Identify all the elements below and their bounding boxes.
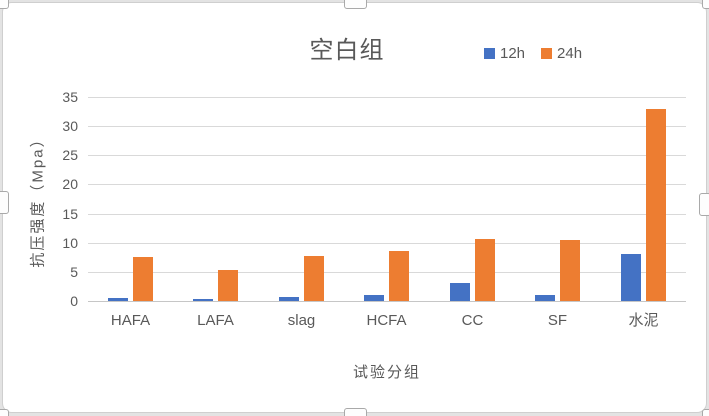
bar-24h-HAFA[interactable] — [133, 257, 153, 301]
resize-handle-left[interactable] — [0, 191, 9, 214]
bar-12h-SF[interactable] — [535, 295, 555, 301]
x-category-label: LAFA — [197, 312, 234, 329]
bar-12h-水泥[interactable] — [621, 254, 641, 301]
x-category-label: HAFA — [110, 312, 151, 329]
bar-12h-HCFA[interactable] — [364, 295, 384, 301]
y-tick-label: 5 — [70, 264, 78, 280]
bar-12h-slag[interactable] — [279, 296, 299, 301]
legend-item-24h[interactable]: 24h — [541, 45, 582, 62]
resize-handle-right[interactable] — [699, 193, 709, 216]
y-tick-label: 10 — [62, 235, 78, 251]
x-category-label: CC — [461, 312, 484, 329]
gridline — [88, 243, 686, 244]
x-category-label: SF — [547, 312, 568, 329]
y-tick-label: 30 — [62, 118, 78, 134]
chart-title[interactable]: 空白组 — [309, 37, 385, 64]
gridline — [88, 97, 686, 98]
bar-12h-CC[interactable] — [450, 282, 470, 301]
bar-24h-LAFA[interactable] — [218, 270, 238, 301]
legend-swatch-12h-icon — [484, 48, 495, 59]
resize-handle-bottom[interactable] — [344, 408, 367, 416]
resize-handle-top-left[interactable] — [0, 0, 9, 9]
y-tick-label: 0 — [70, 293, 78, 309]
bar-24h-slag[interactable] — [304, 255, 324, 301]
legend-label-12h: 12h — [500, 45, 526, 62]
resize-handle-bottom-right[interactable] — [702, 409, 709, 416]
plot-area[interactable] — [88, 97, 686, 302]
x-category-label: HCFA — [366, 312, 407, 329]
resize-handle-top[interactable] — [344, 0, 367, 9]
bar-24h-SF[interactable] — [560, 240, 580, 301]
legend-swatch-24h-icon — [541, 48, 553, 59]
legend-label-24h: 24h — [557, 45, 583, 62]
x-axis-labels: HAFA LAFA slag HCFA CC SF 水泥 — [88, 311, 686, 331]
x-category-label: slag — [287, 312, 316, 329]
y-tick-label: 35 — [62, 89, 78, 105]
y-tick-label: 20 — [62, 176, 78, 192]
bar-24h-水泥[interactable] — [646, 109, 666, 301]
gridline — [88, 126, 686, 127]
y-axis-ticks: 0 5 10 15 20 25 30 35 — [40, 89, 78, 309]
bar-24h-HCFA[interactable] — [389, 250, 409, 301]
resize-handle-top-right[interactable] — [702, 0, 709, 9]
legend-item-12h[interactable]: 12h — [484, 45, 525, 62]
x-axis-title[interactable]: 试验分组 — [352, 364, 421, 381]
gridline — [88, 155, 686, 156]
y-tick-label: 25 — [62, 147, 78, 163]
x-axis-line — [88, 301, 686, 302]
gridline — [88, 214, 686, 215]
y-tick-label: 15 — [62, 206, 78, 222]
bar-24h-CC[interactable] — [475, 238, 495, 301]
gridline — [88, 272, 686, 273]
x-category-label: 水泥 — [628, 312, 659, 329]
legend: 12h 24h — [484, 45, 582, 62]
resize-handle-bottom-left[interactable] — [0, 409, 9, 416]
gridline — [88, 184, 686, 185]
bar-12h-LAFA[interactable] — [193, 298, 213, 301]
bar-12h-HAFA[interactable] — [108, 297, 128, 301]
